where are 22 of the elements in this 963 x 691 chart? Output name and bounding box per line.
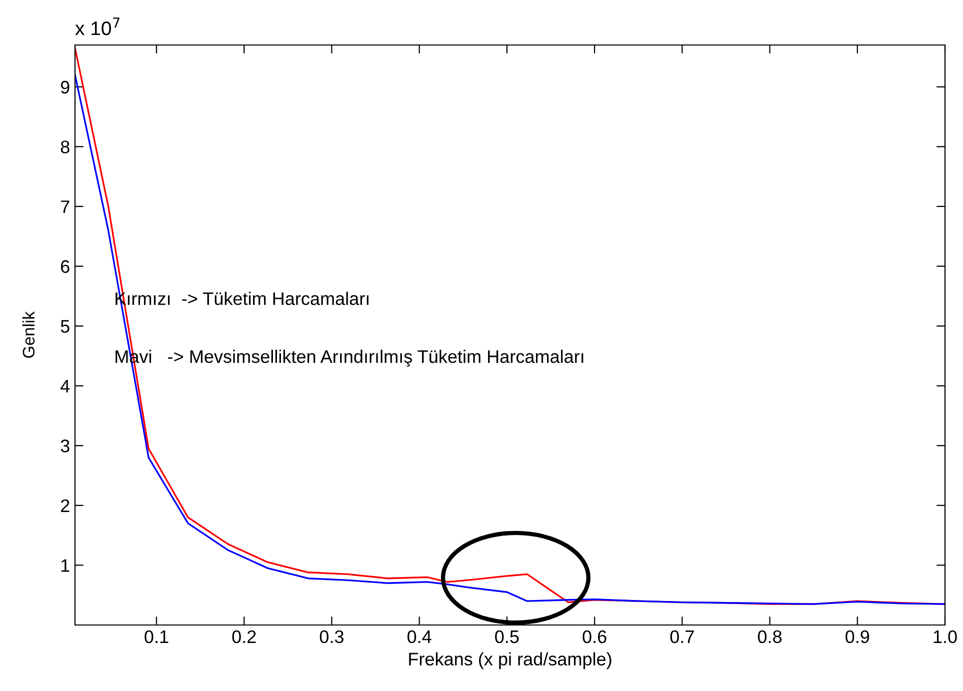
y-tick-label: 6 bbox=[61, 260, 70, 273]
x-tick-label: 0.2 bbox=[232, 630, 256, 644]
x-axis-title: Frekans (x pi rad/sample) bbox=[409, 652, 612, 670]
x-tick-label: 0.6 bbox=[582, 630, 606, 644]
x-tick-label: 0.7 bbox=[670, 630, 694, 644]
y-tick-label: 2 bbox=[61, 499, 70, 512]
x-tick-label: 0.3 bbox=[320, 630, 344, 644]
y-axis-title: Genlik bbox=[22, 311, 35, 358]
y-tick-label: 7 bbox=[61, 200, 70, 213]
y-tick-label: 5 bbox=[60, 320, 70, 333]
y-tick-label: 1 bbox=[61, 559, 70, 572]
y-tick-label: 9 bbox=[60, 80, 70, 94]
x-tick-label: 0.1 bbox=[144, 630, 168, 644]
x-tick-label: 1.0 bbox=[934, 630, 957, 644]
y-tick-label: 8 bbox=[60, 140, 70, 154]
x-tick-label: 0.5 bbox=[495, 630, 519, 644]
y-tick-label: 3 bbox=[60, 440, 70, 452]
y-tick-label: 4 bbox=[60, 380, 70, 392]
text: x 10$^{7}$ bbox=[75, 18, 120, 36]
x-tick-label: 0.9 bbox=[846, 630, 870, 644]
x-tick-label: 0.4 bbox=[407, 630, 432, 644]
x-tick-label: 0.8 bbox=[758, 630, 782, 644]
